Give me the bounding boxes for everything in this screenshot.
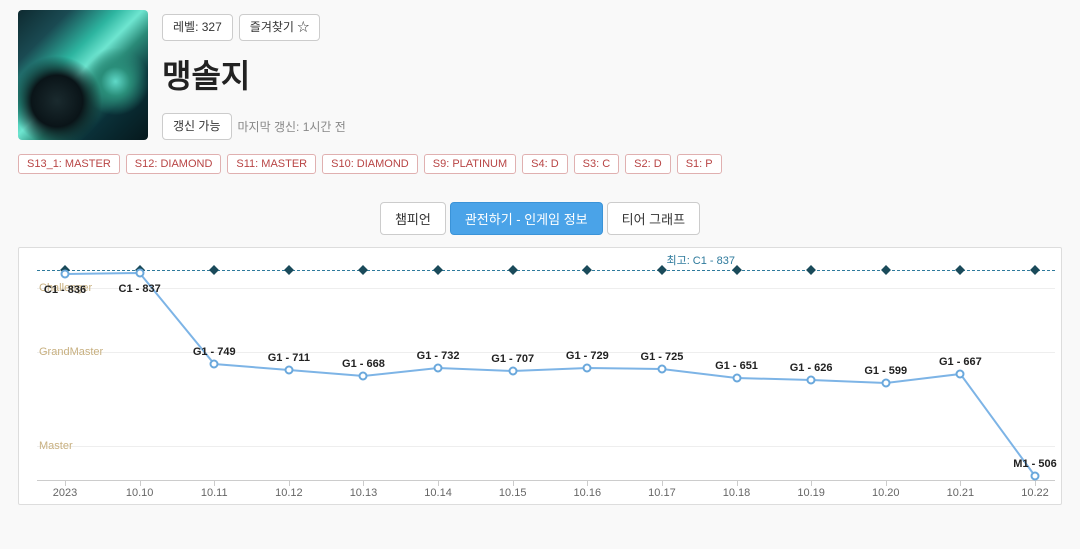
tier-label: GrandMaster: [39, 344, 103, 360]
tab-spectate[interactable]: 관전하기 - 인게임 정보: [450, 202, 603, 235]
chart-point[interactable]: [61, 270, 70, 279]
chart-point[interactable]: [881, 379, 890, 388]
x-tick-label: 10.18: [723, 487, 751, 499]
profile-header: 레벨: 327 즐겨찾기 ☆ 맹솔지 갱신 가능 마지막 갱신: 1시간 전: [18, 10, 1062, 140]
refresh-button[interactable]: 갱신 가능: [162, 113, 232, 140]
chart-point[interactable]: [1031, 472, 1040, 481]
season-badge: S1: P: [677, 154, 722, 174]
chart-point-label: G1 - 599: [864, 365, 907, 377]
chart-point[interactable]: [359, 372, 368, 381]
chart-point-label: G1 - 707: [491, 353, 534, 365]
chart-point-label: G1 - 749: [193, 346, 236, 358]
tab-bar: 챔피언 관전하기 - 인게임 정보 티어 그래프: [18, 202, 1062, 235]
favorite-button[interactable]: 즐겨찾기 ☆: [239, 14, 321, 41]
peak-label: 최고: C1 - 837: [666, 252, 735, 270]
x-tick-label: 2023: [53, 487, 77, 499]
level-badge: 레벨: 327: [162, 14, 233, 41]
chart-point[interactable]: [956, 370, 965, 379]
chart-point-label: C1 - 837: [119, 283, 161, 295]
x-tick-label: 10.13: [350, 487, 378, 499]
chart-point[interactable]: [583, 364, 592, 373]
chart-point-label: G1 - 626: [790, 362, 833, 374]
chart-point[interactable]: [284, 366, 293, 375]
x-tick-label: 10.21: [947, 487, 975, 499]
x-tick-label: 10.15: [499, 487, 527, 499]
season-badge: S9: PLATINUM: [424, 154, 516, 174]
profile-avatar: [18, 10, 148, 140]
season-badge: S4: D: [522, 154, 568, 174]
x-axis: 2023 10.10 10.11 10.12 10.13 10.14 10.15 10.16 1…: [37, 480, 1055, 504]
chart-point-label: C1 - 836: [44, 284, 86, 296]
season-badge-row: S13_1: MASTER S12: DIAMONDS11: MASTER S10:…: [18, 154, 1062, 174]
x-tick-label: 10.20: [872, 487, 900, 499]
chart-point[interactable]: [508, 367, 517, 376]
player-name: 맹솔지: [162, 51, 346, 97]
x-tick-label: 10.22: [1021, 487, 1049, 499]
x-tick-label: 10.17: [648, 487, 676, 499]
season-badge: S11: MASTER: [227, 154, 316, 174]
season-badge: S12: DIAMOND: [126, 154, 222, 174]
tier-chart-card: ChallengerGrandMasterMaster최고: C1 - 8372…: [18, 247, 1062, 505]
chart-point-label: G1 - 729: [566, 350, 609, 362]
chart-point-label: G1 - 651: [715, 360, 758, 372]
chart-point[interactable]: [657, 365, 666, 374]
tier-chart: ChallengerGrandMasterMaster최고: C1 - 8372…: [37, 252, 1055, 504]
x-tick-label: 10.16: [574, 487, 602, 499]
season-badge: S10: DIAMOND: [322, 154, 418, 174]
chart-point-label: G1 - 667: [939, 356, 982, 368]
x-tick-label: 10.14: [424, 487, 452, 499]
last-update-label: 마지막 갱신: 1시간 전: [238, 118, 346, 135]
chart-point[interactable]: [135, 269, 144, 278]
chart-point-label: G1 - 668: [342, 358, 385, 370]
x-tick-label: 10.10: [126, 487, 154, 499]
tier-label: Master: [39, 438, 73, 454]
chart-point[interactable]: [210, 360, 219, 369]
chart-point-label: G1 - 732: [417, 350, 460, 362]
chart-point[interactable]: [732, 374, 741, 383]
x-tick-label: 10.12: [275, 487, 303, 499]
tab-champion[interactable]: 챔피언: [380, 202, 446, 235]
chart-point-label: G1 - 725: [641, 351, 684, 363]
chart-point[interactable]: [807, 376, 816, 385]
chart-point-label: M1 - 506: [1013, 458, 1056, 470]
tab-tier-graph[interactable]: 티어 그래프: [607, 202, 700, 235]
chart-point[interactable]: [434, 364, 443, 373]
x-tick-label: 10.19: [797, 487, 825, 499]
season-badge: S2: D: [625, 154, 671, 174]
season-badge: S3: C: [574, 154, 620, 174]
x-tick-label: 10.11: [201, 487, 228, 499]
profile-info: 레벨: 327 즐겨찾기 ☆ 맹솔지 갱신 가능 마지막 갱신: 1시간 전: [162, 10, 346, 140]
season-badge: S13_1: MASTER: [18, 154, 120, 174]
chart-point-label: G1 - 711: [268, 352, 310, 364]
